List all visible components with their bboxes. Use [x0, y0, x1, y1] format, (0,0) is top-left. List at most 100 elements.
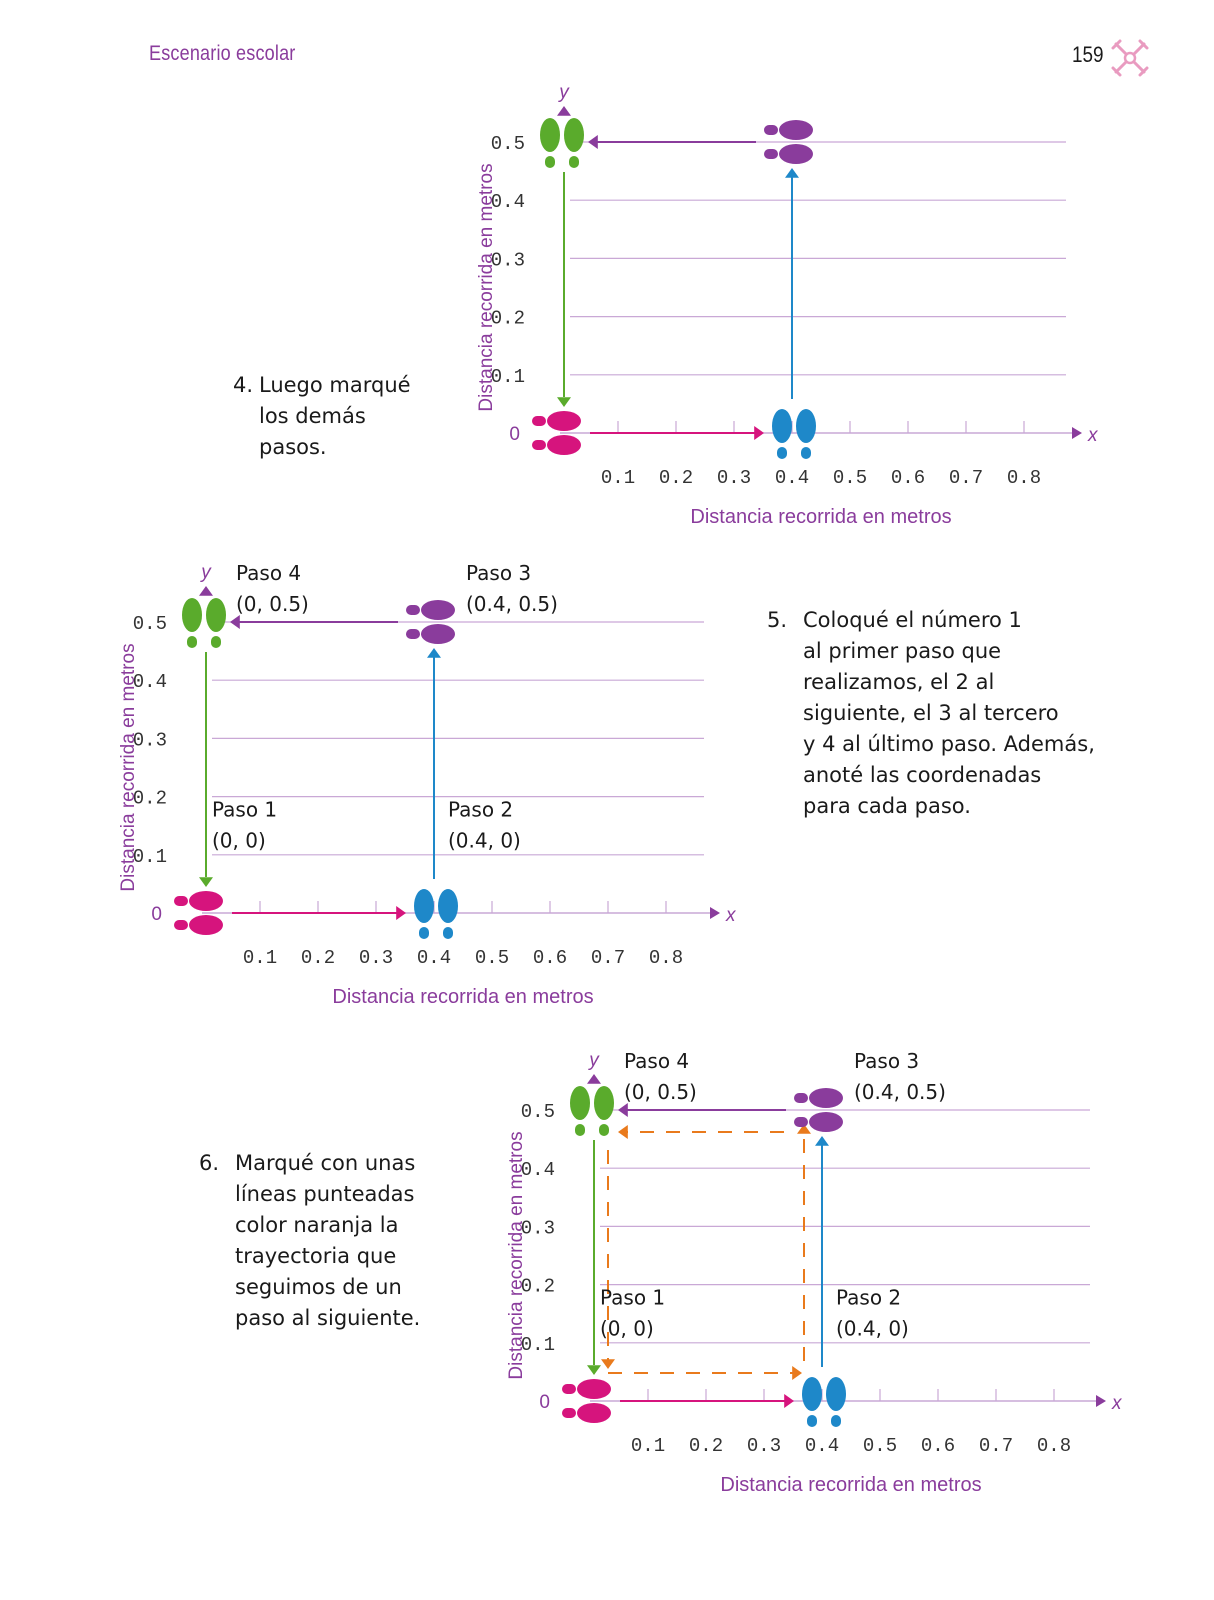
foot-heel — [794, 1117, 808, 1127]
x-tick-label: 0.3 — [359, 947, 393, 969]
foot-heel — [406, 605, 420, 615]
footprint-green — [570, 1086, 614, 1136]
y-axis-name: y — [587, 1050, 600, 1071]
instruction-line: anoté las coordenadas — [803, 763, 1042, 787]
x-axis-arrow — [1096, 1395, 1106, 1407]
foot-heel — [599, 1124, 609, 1136]
x-axis-title: Distancia recorrida en metros — [332, 986, 593, 1008]
footprint-purple — [794, 1088, 843, 1132]
y-tick-label: 0.5 — [521, 1101, 555, 1123]
footprint-blue — [802, 1377, 846, 1427]
step-label-coords: (0, 0.5) — [624, 1080, 697, 1104]
foot-sole — [540, 118, 560, 152]
foot-sole — [421, 600, 455, 620]
y-axis-name: y — [199, 562, 212, 583]
x-tick-label: 0.7 — [979, 1435, 1013, 1457]
footprint-purple — [764, 120, 813, 164]
x-tick-label: 0.1 — [601, 467, 635, 489]
step-label-name: Paso 2 — [836, 1286, 901, 1310]
arrowhead-step-2-3 — [785, 168, 799, 178]
foot-heel — [562, 1384, 576, 1394]
arrowhead-step-3-4 — [230, 615, 240, 629]
x-axis-arrow — [1072, 427, 1082, 439]
instruction-number: 5. — [767, 608, 788, 632]
footprint-magenta — [532, 411, 581, 455]
foot-heel — [419, 927, 429, 939]
instruction-line: paso al siguiente. — [235, 1306, 421, 1330]
x-tick-label: 0.5 — [833, 467, 867, 489]
instruction-line: Luego marqué — [259, 373, 411, 397]
instruction-line: Coloqué el número 1 — [803, 608, 1022, 632]
arrowhead-step-1-2 — [396, 906, 406, 920]
y-tick-label: 0.2 — [491, 308, 525, 330]
foot-heel — [575, 1124, 585, 1136]
foot-heel — [794, 1093, 808, 1103]
instruction-line: color naranja la — [235, 1213, 399, 1237]
foot-sole — [206, 598, 226, 632]
y-tick-label: 0.5 — [133, 613, 167, 635]
page-number: 159 — [1072, 42, 1104, 67]
footprint-purple — [406, 600, 455, 644]
foot-sole — [809, 1112, 843, 1132]
y-axis-title: Distancia recorrida en metros — [118, 643, 139, 891]
footprint-green — [540, 118, 584, 168]
foot-sole — [796, 409, 816, 443]
instruction-6: 6. Marqué con unas líneas punteadas colo… — [199, 1148, 421, 1334]
foot-heel — [187, 636, 197, 648]
instruction-line: trayectoria que — [235, 1244, 397, 1268]
x-tick-label: 0.3 — [717, 467, 751, 489]
foot-sole — [772, 409, 792, 443]
x-tick-label: 0.2 — [659, 467, 693, 489]
x-tick-label: 0.6 — [921, 1435, 955, 1457]
instruction-line: y 4 al último paso. Además, — [803, 732, 1095, 756]
foot-heel — [406, 629, 420, 639]
foot-sole — [779, 120, 813, 140]
foot-heel — [764, 125, 778, 135]
instruction-line: al primer paso que — [803, 639, 1002, 663]
y-tick-label: 0.1 — [133, 846, 167, 868]
footprint-magenta — [174, 891, 223, 935]
foot-sole — [189, 915, 223, 935]
arrowhead-step-4-1 — [199, 877, 213, 887]
y-tick-label: 0.3 — [491, 249, 525, 271]
instruction-line: Marqué con unas — [235, 1151, 416, 1175]
y-tick-label: 0.1 — [521, 1334, 555, 1356]
instruction-line: realizamos, el 2 al — [803, 670, 995, 694]
x-tick-label: 0.6 — [891, 467, 925, 489]
foot-sole — [802, 1377, 822, 1411]
x-axis-name: x — [725, 905, 737, 926]
x-tick-label: 0.4 — [805, 1435, 839, 1457]
foot-heel — [764, 149, 778, 159]
step-label-coords: (0.4, 0) — [836, 1317, 909, 1341]
step-label-name: Paso 4 — [236, 561, 301, 585]
step-label-name: Paso 4 — [624, 1049, 689, 1073]
step-label-name: Paso 2 — [448, 798, 513, 822]
x-tick-label: 0.6 — [533, 947, 567, 969]
y-tick-label: 0.2 — [521, 1276, 555, 1298]
foot-heel — [443, 927, 453, 939]
footprint-magenta — [562, 1379, 611, 1423]
step-label-name: Paso 3 — [854, 1049, 919, 1073]
x-axis-title: Distancia recorrida en metros — [720, 1474, 981, 1496]
y-tick-label: 0.4 — [491, 191, 525, 213]
y-axis-arrow — [587, 1074, 601, 1084]
y-axis-name: y — [557, 82, 570, 103]
origin-label: 0 — [151, 904, 162, 925]
step-label-name: Paso 1 — [212, 798, 277, 822]
origin-label: 0 — [539, 1392, 550, 1413]
instruction-4: 4. Luego marqué los demás pasos. — [233, 370, 411, 463]
foot-sole — [577, 1379, 611, 1399]
step-label-coords: (0, 0.5) — [236, 592, 309, 616]
instruction-line: los demás — [259, 404, 366, 428]
arrowhead-step-3-4 — [588, 135, 598, 149]
y-axis-title: Distancia recorrida en metros — [476, 163, 497, 411]
x-axis-name: x — [1111, 1393, 1123, 1414]
instruction-line: para cada paso. — [803, 794, 971, 818]
y-tick-label: 0.1 — [491, 366, 525, 388]
arrowhead-step-2-3 — [427, 648, 441, 658]
x-axis-title: Distancia recorrida en metros — [690, 506, 951, 528]
x-tick-label: 0.4 — [775, 467, 809, 489]
foot-sole — [577, 1403, 611, 1423]
y-tick-label: 0.4 — [133, 671, 167, 693]
